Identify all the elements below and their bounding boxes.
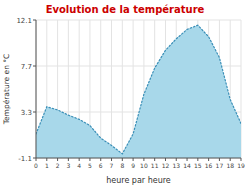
x-tick-label: 13 xyxy=(172,162,180,169)
x-tick xyxy=(133,158,134,161)
grid xyxy=(36,20,241,158)
x-tick-label: 3 xyxy=(66,162,70,169)
x-tick-label: 16 xyxy=(205,162,213,169)
x-tick xyxy=(143,158,144,161)
x-tick xyxy=(68,158,69,161)
x-tick-label: 1 xyxy=(45,162,49,169)
x-tick-label: 10 xyxy=(140,162,148,169)
x-tick xyxy=(208,158,209,161)
x-tick-label: 5 xyxy=(88,162,92,169)
y-tick-label: 7.7 xyxy=(21,63,32,71)
x-axis-line xyxy=(36,158,241,159)
y-tick xyxy=(33,66,36,67)
x-tick xyxy=(165,158,166,161)
line xyxy=(36,25,241,154)
x-tick xyxy=(100,158,101,161)
x-tick xyxy=(111,158,112,161)
x-tick xyxy=(57,158,58,161)
x-tick-label: 0 xyxy=(34,162,38,169)
x-tick xyxy=(154,158,155,161)
grid-line-x xyxy=(111,20,112,158)
x-tick xyxy=(36,158,37,161)
x-tick-label: 12 xyxy=(162,162,170,169)
x-tick-label: 9 xyxy=(131,162,135,169)
grid-line-y xyxy=(36,158,241,159)
x-tick-label: 11 xyxy=(151,162,159,169)
x-tick-label: 8 xyxy=(120,162,124,169)
x-tick xyxy=(197,158,198,161)
x-tick-label: 2 xyxy=(56,162,60,169)
y-axis-label: Température en °C xyxy=(2,54,11,126)
y-tick xyxy=(33,112,36,113)
grid-line-y xyxy=(36,20,241,21)
chart: -1.13.37.712.101234567891011121314151617… xyxy=(0,0,250,188)
grid-line-x xyxy=(122,20,123,158)
x-tick-label: 6 xyxy=(99,162,103,169)
x-axis-label: heure par heure xyxy=(106,176,171,185)
y-tick-label: 3.3 xyxy=(21,109,32,117)
x-tick xyxy=(122,158,123,161)
x-tick xyxy=(79,158,80,161)
x-tick xyxy=(46,158,47,161)
x-tick-label: 14 xyxy=(183,162,191,169)
x-tick xyxy=(241,158,242,161)
x-tick xyxy=(219,158,220,161)
x-tick xyxy=(89,158,90,161)
y-tick xyxy=(33,20,36,21)
x-tick xyxy=(187,158,188,161)
x-tick-label: 7 xyxy=(110,162,114,169)
x-tick-label: 18 xyxy=(226,162,234,169)
grid-line-x xyxy=(36,20,37,158)
y-axis-line xyxy=(36,20,37,158)
x-tick-label: 15 xyxy=(194,162,202,169)
x-tick xyxy=(176,158,177,161)
y-tick-label: 12.1 xyxy=(16,17,32,25)
area xyxy=(36,25,241,158)
x-tick xyxy=(230,158,231,161)
title: Evolution de la température xyxy=(46,4,205,15)
plot-area xyxy=(36,25,241,158)
x-tick-label: 4 xyxy=(77,162,81,169)
x-tick-label: 17 xyxy=(216,162,224,169)
x-tick-label: 19 xyxy=(237,162,245,169)
axes: -1.13.37.712.101234567891011121314151617… xyxy=(16,17,245,170)
y-tick-label: -1.1 xyxy=(18,155,32,163)
